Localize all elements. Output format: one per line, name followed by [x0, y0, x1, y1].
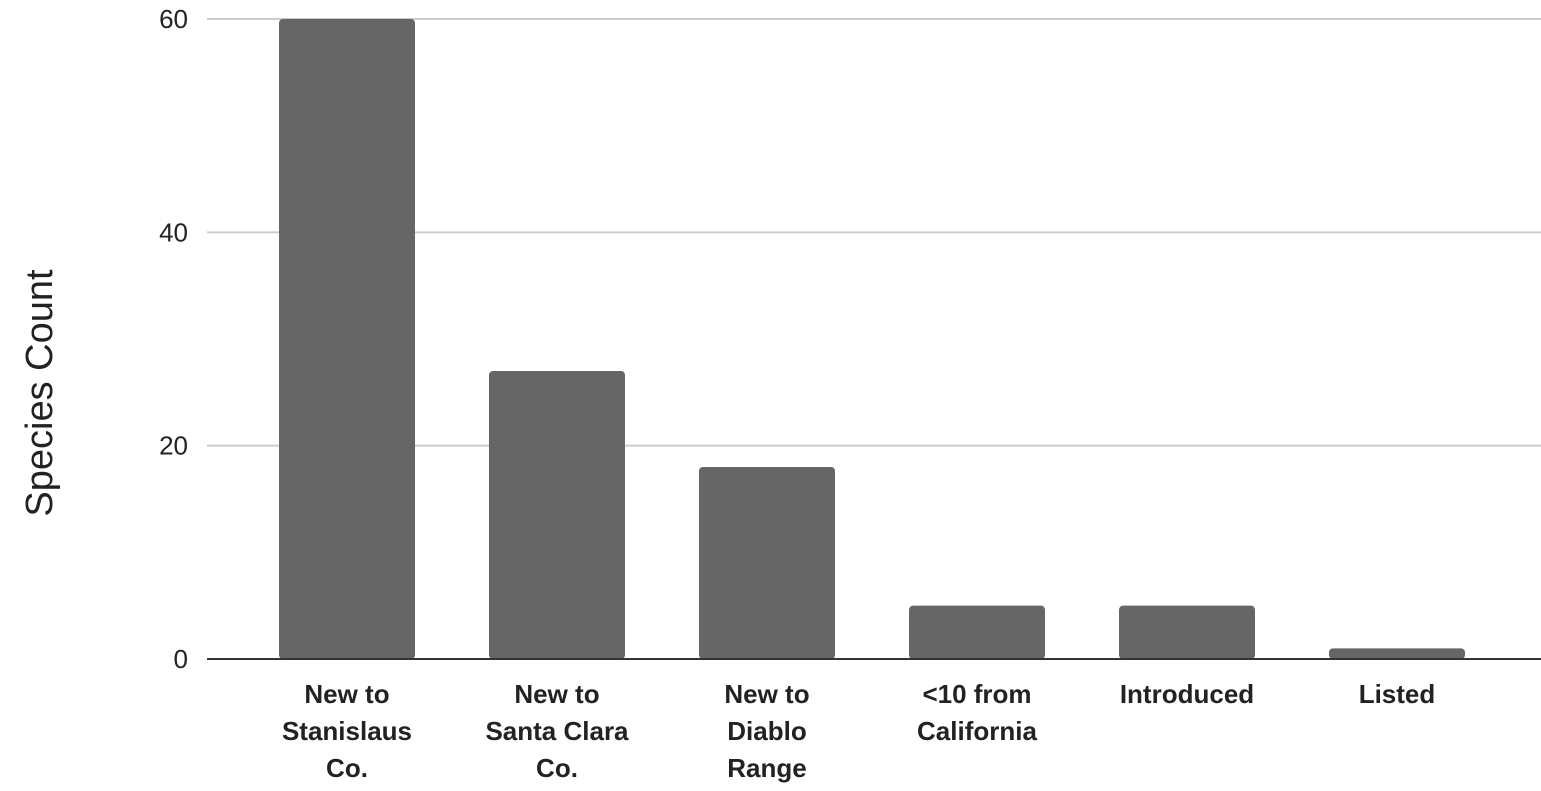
bar — [489, 371, 625, 659]
y-tick-label: 40 — [159, 217, 188, 247]
bar — [1329, 648, 1465, 659]
x-category-label: New to Santa Clara Co. — [485, 679, 629, 783]
x-category-label: Introduced — [1120, 679, 1254, 709]
x-category-label: <10 from California — [917, 679, 1037, 746]
bars — [279, 19, 1465, 659]
bar — [699, 467, 835, 659]
y-tick-label: 0 — [174, 644, 188, 674]
y-tick-labels: 0 20 40 60 — [159, 4, 188, 674]
bar — [279, 19, 415, 659]
y-tick-label: 20 — [159, 431, 188, 461]
x-category-labels: New to Stanislaus Co. New to Santa Clara Co. N… — [282, 679, 1435, 783]
bar — [909, 605, 1045, 659]
x-category-label: Listed — [1359, 679, 1436, 709]
y-axis-title: Species Count — [19, 269, 61, 517]
x-category-label: New to Diablo Range — [724, 679, 809, 783]
bar — [1119, 605, 1255, 659]
x-category-label: New to Stanislaus Co. — [282, 679, 412, 783]
y-tick-label: 60 — [159, 4, 188, 34]
gridlines — [207, 18, 1541, 447]
